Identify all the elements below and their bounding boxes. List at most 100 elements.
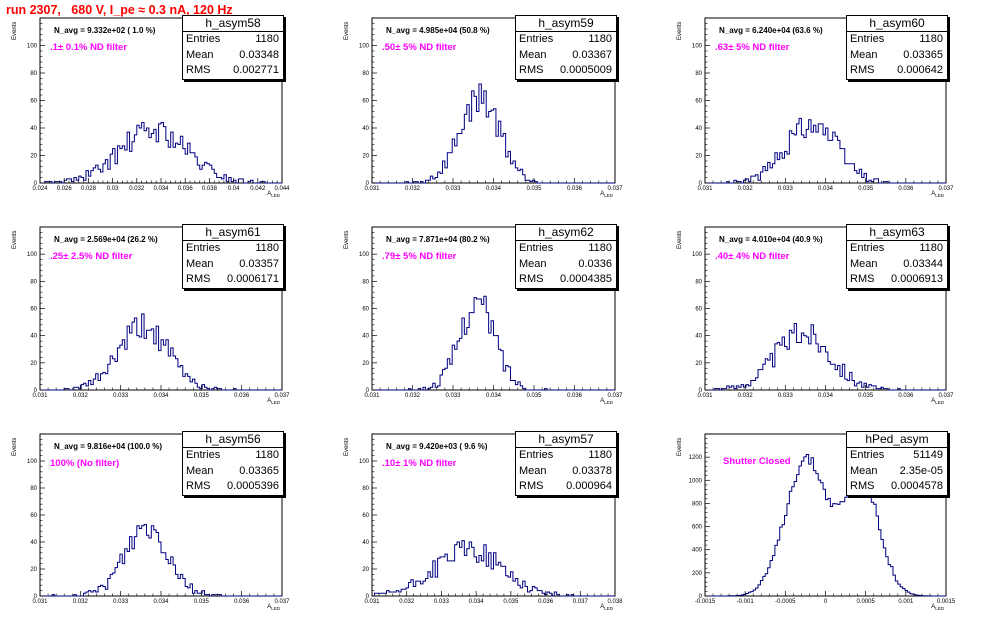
y-tick-label: 100 — [27, 459, 38, 465]
x-tick-label: 0.032 — [738, 186, 754, 192]
x-tick-label: 0.035 — [858, 186, 874, 192]
x-tick-label: 0.037 — [607, 393, 623, 399]
y-tick-label: 0 — [699, 594, 703, 600]
x-tick-label: 0.001 — [898, 599, 914, 605]
x-axis-label: ALED — [931, 398, 944, 405]
histogram-line — [372, 83, 615, 184]
y-tick-label: 20 — [362, 567, 369, 573]
y-tick-label: 20 — [30, 361, 37, 367]
x-tick-label: 0.026 — [57, 186, 73, 192]
stats-box: h_asym56 Entries 1180 Mean 0.03365 RMS 0.00053… — [182, 431, 284, 496]
stats-key: RMS — [850, 64, 875, 76]
x-tick-label: 0.031 — [364, 186, 380, 192]
y-tick-label: 0 — [699, 388, 703, 394]
x-tick-label: 0.04 — [228, 186, 240, 192]
stats-value-entries: 1180 — [588, 33, 612, 45]
x-axis-label: ALED — [600, 191, 613, 198]
y-tick-label: 1000 — [689, 478, 703, 484]
x-axis-label-main: A — [267, 191, 272, 197]
histogram-line — [705, 322, 946, 391]
x-axis-label-main: A — [931, 191, 936, 197]
stats-histogram-name: h_asym61 — [183, 225, 283, 241]
y-axis-label: Events — [677, 437, 683, 456]
filter-annotation: .10± 1% ND filter — [382, 458, 457, 469]
stats-row-entries: Entries 51149 — [847, 448, 947, 464]
x-tick-label: 0.031 — [697, 186, 713, 192]
x-tick-label: 0.03 — [107, 186, 119, 192]
stats-key: RMS — [519, 64, 544, 76]
x-tick-label: 0.031 — [364, 599, 380, 605]
histogram-line — [372, 540, 615, 597]
y-axis-label: Events — [344, 230, 350, 249]
x-tick-label: 0.035 — [526, 393, 542, 399]
n-avg-label: N_avg = 9.816e+04 (100.0 %) — [54, 442, 163, 451]
x-tick-label: 0.031 — [32, 393, 48, 399]
x-tick-label: 0.037 — [274, 393, 290, 399]
x-tick-label: 0.037 — [274, 599, 290, 605]
histogram-panel-h_asym61: 0.031 0.032 0.033 0.034 0.035 0.036 0.037 0 20 40… — [12, 224, 290, 405]
y-tick-label: 20 — [362, 154, 369, 160]
x-axis-label-subscript: LED — [604, 400, 613, 406]
stats-key: Entries — [519, 449, 554, 461]
stats-key: Entries — [186, 449, 221, 461]
stats-value-mean: 0.03365 — [239, 464, 279, 477]
stats-value-mean: 0.03357 — [239, 257, 279, 270]
x-tick-label: 0.035 — [526, 186, 542, 192]
histogram-line — [705, 453, 946, 597]
stats-histogram-name: h_asym63 — [847, 225, 947, 241]
filter-annotation: .1± 0.1% ND filter — [50, 42, 128, 53]
y-tick-label: 40 — [30, 126, 37, 132]
stats-histogram-name: h_asym56 — [183, 432, 283, 448]
stats-key: Mean — [850, 48, 878, 61]
y-tick-label: 100 — [692, 44, 703, 50]
histogram-plot-h_asym56: 0.031 0.032 0.033 0.034 0.035 0.036 0.037 0 20 40… — [27, 433, 290, 605]
x-tick-label: 0.028 — [81, 186, 97, 192]
stats-row-mean: Mean 0.03378 — [516, 464, 616, 480]
y-tick-label: 80 — [695, 71, 702, 77]
stats-key: Mean — [850, 464, 878, 477]
x-tick-label: 0.0015 — [937, 599, 956, 605]
stats-value-rms: 0.000964 — [566, 480, 612, 492]
stats-box: hPed_asym Entries 51149 Mean 2.35e-05 RMS 0.00… — [846, 431, 948, 496]
x-tick-label: 0.034 — [486, 186, 502, 192]
stats-row-rms: RMS 0.0005396 — [183, 479, 283, 495]
x-tick-label: -0.0015 — [695, 599, 716, 605]
stats-key: Entries — [850, 33, 885, 45]
stats-value-rms: 0.0006171 — [227, 273, 279, 285]
stats-key: RMS — [850, 273, 875, 285]
histogram-plot-hPed_asym: -0.0015 -0.001 -0.0005 0 0.0005 0.001 0.0015 0 2… — [689, 433, 956, 605]
filter-annotation: 100% (No filter) — [50, 458, 120, 469]
histogram-panel-h_asym62: 0.031 0.032 0.033 0.034 0.035 0.036 0.037 0 20 40… — [344, 224, 623, 405]
histogram-panel-h_asym59: 0.031 0.032 0.033 0.034 0.035 0.036 0.037 0 20 40… — [344, 15, 623, 198]
y-tick-label: 40 — [30, 334, 37, 340]
x-axis-label-main: A — [931, 604, 936, 610]
histogram-panel-h_asym57: 0.031 0.032 0.033 0.034 0.035 0.036 0.037 0.038… — [344, 431, 623, 611]
stats-value-mean: 0.03348 — [239, 48, 279, 61]
y-tick-label: 0 — [366, 181, 370, 187]
y-tick-label: 80 — [30, 279, 37, 285]
stats-row-mean: Mean 0.03344 — [847, 257, 947, 273]
n-avg-label: N_avg = 4.985e+04 (50.8 %) — [386, 26, 490, 35]
stats-histogram-name: h_asym62 — [516, 225, 616, 241]
stats-key: Mean — [850, 257, 878, 270]
stats-box: h_asym62 Entries 1180 Mean 0.0336 RMS 0.000438… — [515, 224, 617, 289]
histogram-plot-h_asym58: 0.024 0.026 0.028 0.03 0.032 0.034 0.036 0.038 0… — [27, 17, 290, 192]
filter-annotation: .40± 4% ND filter — [715, 251, 790, 262]
histogram-plot-h_asym59: 0.031 0.032 0.033 0.034 0.035 0.036 0.037 0 20 40… — [359, 17, 623, 192]
x-axis-label: ALED — [931, 191, 944, 198]
stats-key: Entries — [186, 242, 221, 254]
stats-box: h_asym58 Entries 1180 Mean 0.03348 RMS 0.00277… — [182, 15, 284, 80]
x-tick-label: 0.036 — [567, 186, 583, 192]
run-title: run 2307, 680 V, I_pe ≈ 0.3 nA, 120 Hz — [6, 3, 233, 17]
stats-histogram-name: h_asym57 — [516, 432, 616, 448]
stats-row-mean: Mean 0.03365 — [183, 464, 283, 480]
x-axis-label: ALED — [267, 604, 280, 611]
stats-value-entries: 1180 — [919, 242, 943, 254]
stats-value-entries: 51149 — [913, 449, 943, 461]
histogram-panel-hPed_asym: -0.0015 -0.001 -0.0005 0 0.0005 0.001 0.0015 0 2… — [677, 431, 956, 611]
x-tick-label: 0.033 — [778, 186, 794, 192]
stats-row-rms: RMS 0.0006171 — [183, 272, 283, 288]
n-avg-label: N_avg = 9.332e+02 ( 1.0 %) — [54, 26, 156, 35]
stats-box: h_asym59 Entries 1180 Mean 0.03367 RMS 0.00050… — [515, 15, 617, 80]
x-axis-label-subscript: LED — [271, 400, 280, 406]
